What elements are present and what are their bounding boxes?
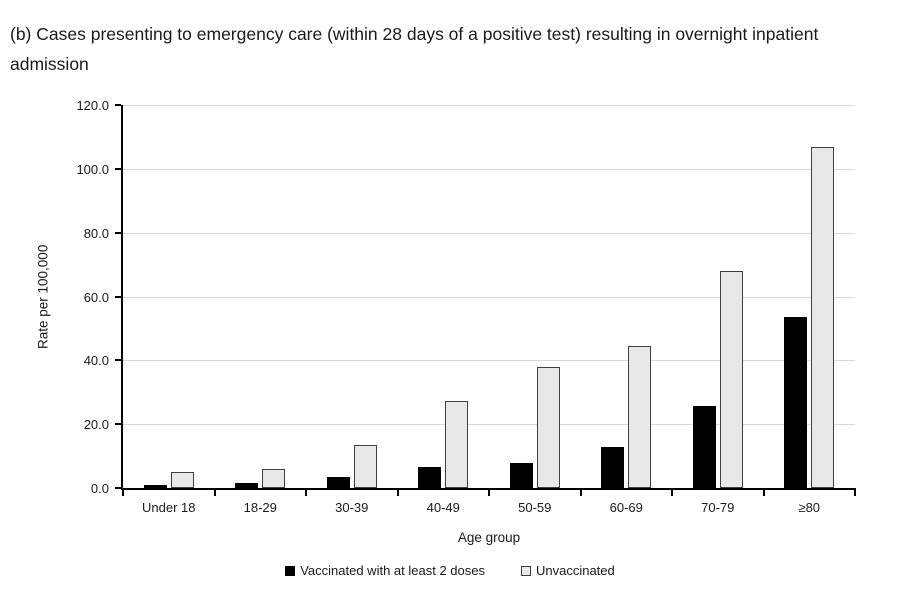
y-tick-label: 20.0	[83, 417, 109, 433]
bar-vaccinated	[326, 477, 350, 488]
bar-vaccinated	[784, 316, 808, 488]
legend-label: Unvaccinated	[535, 563, 615, 578]
y-tick-label: 40.0	[83, 353, 109, 369]
x-tick-label: 30-39	[335, 500, 369, 515]
bar-unvaccinated	[445, 400, 469, 488]
x-axis-tick	[305, 488, 307, 496]
bar-unvaccinated	[628, 345, 652, 488]
x-axis-tick	[122, 488, 124, 496]
gridline	[123, 168, 855, 170]
x-tick-label: 70-79	[701, 500, 735, 515]
y-tick-label: 0.0	[90, 481, 109, 496]
bar-vaccinated	[418, 466, 442, 488]
legend: Vaccinated with at least 2 doses Unvaccin…	[0, 563, 900, 578]
gridline	[123, 296, 855, 298]
y-axis-title: Rate per 100,000	[35, 244, 51, 349]
x-axis-tick	[396, 488, 399, 496]
chart-title: (b) Cases presenting to emergency care (…	[10, 24, 819, 74]
x-axis-tick	[213, 488, 216, 496]
bar-vaccinated	[143, 484, 167, 488]
x-tick-label: 18-29	[243, 500, 277, 515]
gridline	[123, 360, 855, 362]
gridline	[123, 424, 855, 426]
x-axis-title: Age group	[457, 530, 521, 545]
y-axis-tick	[115, 295, 121, 298]
x-axis-tick	[579, 488, 582, 496]
bar-unvaccinated	[811, 147, 835, 488]
x-axis-tick	[854, 488, 856, 496]
legend-label: Vaccinated with at least 2 doses	[300, 563, 485, 578]
gridline	[123, 105, 855, 106]
bar-vaccinated	[509, 462, 533, 488]
x-tick-label: 50-59	[518, 500, 552, 515]
bar-unvaccinated	[353, 445, 377, 488]
y-axis-tick	[115, 487, 121, 489]
bar-vaccinated	[692, 406, 716, 488]
y-axis-tick	[115, 359, 121, 362]
legend-item-vaccinated: Vaccinated with at least 2 doses	[285, 563, 485, 578]
x-axis-tick	[488, 488, 490, 496]
y-tick-label: 60.0	[83, 289, 109, 305]
y-axis-tick	[115, 167, 121, 170]
y-axis-tick	[115, 423, 121, 426]
bar-vaccinated	[601, 446, 625, 488]
x-tick-label: Under 18	[142, 500, 196, 515]
plot-area: Rate per 100,000 Age group 0.0 20.0 40.0 60…	[36, 98, 856, 545]
y-tick-label: 120.0	[76, 98, 109, 113]
bar-unvaccinated	[719, 270, 743, 488]
x-tick-label: 60-69	[609, 500, 643, 515]
bar-vaccinated	[235, 483, 259, 488]
bar-unvaccinated	[170, 472, 194, 488]
legend-item-unvaccinated: Unvaccinated	[520, 563, 615, 578]
legend-swatch-icon	[285, 565, 296, 576]
legend-swatch-icon	[520, 565, 531, 576]
y-axis-tick	[115, 231, 121, 234]
x-axis-tick	[762, 488, 765, 496]
x-tick-label: ≥80	[798, 500, 821, 515]
y-tick-label: 100.0	[76, 161, 109, 177]
bar-unvaccinated	[536, 367, 560, 488]
y-axis-tick	[115, 104, 121, 106]
x-axis-tick	[671, 488, 673, 496]
y-tick-label: 80.0	[83, 225, 109, 241]
gridline	[123, 232, 855, 234]
bar-unvaccinated	[262, 469, 286, 488]
x-tick-label: 40-49	[426, 500, 460, 515]
